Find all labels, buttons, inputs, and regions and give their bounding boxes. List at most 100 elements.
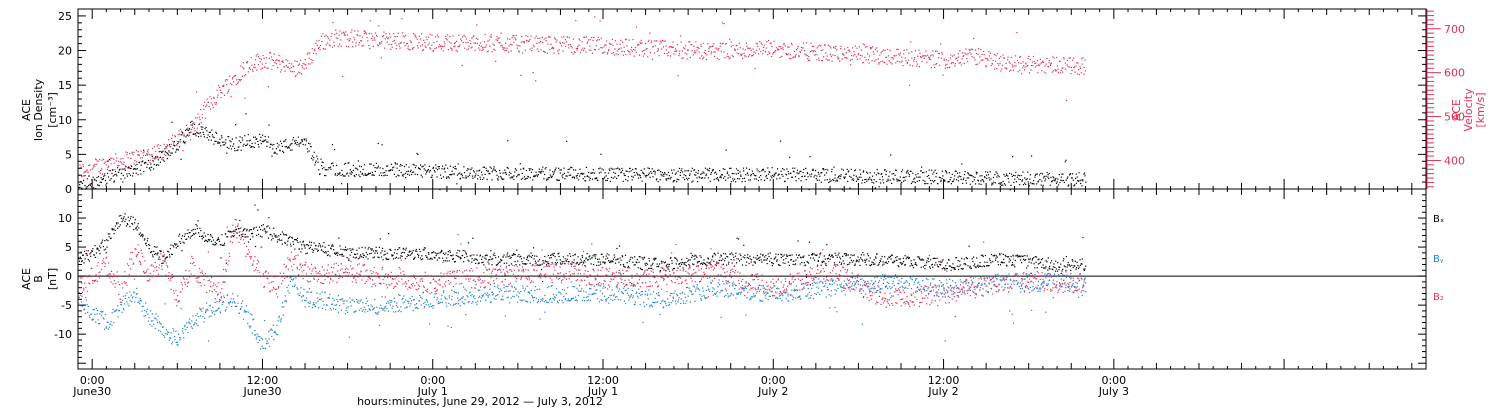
data-point — [265, 62, 267, 64]
data-point — [731, 262, 733, 264]
data-point — [831, 254, 833, 256]
data-point — [675, 257, 677, 259]
data-point — [886, 262, 888, 264]
data-point — [344, 34, 346, 37]
data-point — [734, 178, 736, 180]
data-point — [945, 170, 947, 172]
data-point — [707, 258, 709, 260]
data-point — [1016, 255, 1018, 257]
data-point — [408, 174, 411, 176]
data-point — [680, 35, 682, 37]
data-point — [1043, 61, 1045, 63]
data-point — [393, 39, 395, 41]
data-point — [593, 48, 596, 50]
data-point — [210, 139, 212, 141]
data-point — [264, 66, 266, 68]
data-point — [255, 226, 257, 228]
data-point — [424, 164, 426, 166]
data-point — [332, 245, 334, 247]
data-point — [114, 225, 116, 227]
data-point — [85, 186, 87, 188]
data-point — [756, 168, 758, 170]
data-point — [713, 43, 715, 45]
data-point — [677, 267, 679, 269]
data-point — [328, 44, 330, 46]
data-point — [135, 149, 137, 151]
data-point — [664, 172, 666, 174]
data-point — [771, 177, 773, 179]
data-point — [265, 57, 267, 59]
data-point — [562, 50, 564, 52]
data-point — [352, 46, 354, 48]
data-point — [184, 143, 186, 145]
data-point — [762, 255, 764, 257]
data-point — [594, 16, 596, 18]
data-point — [739, 47, 741, 49]
data-point — [449, 165, 451, 167]
data-point — [954, 175, 956, 177]
data-point — [969, 51, 971, 53]
data-point — [864, 261, 866, 263]
data-point — [867, 172, 869, 174]
data-point — [967, 265, 969, 267]
data-point — [335, 253, 337, 255]
data-point — [705, 264, 707, 266]
data-point — [324, 174, 326, 177]
data-point — [803, 42, 805, 44]
data-point — [417, 47, 419, 49]
data-point — [243, 228, 245, 230]
data-point — [471, 46, 473, 48]
data-point — [142, 152, 144, 154]
data-point — [482, 179, 484, 181]
data-point — [922, 266, 924, 268]
data-point — [596, 40, 598, 42]
data-point — [442, 252, 444, 254]
data-point — [1065, 256, 1067, 258]
data-point — [1065, 159, 1067, 161]
data-point — [456, 252, 458, 254]
data-point — [867, 53, 869, 55]
data-point — [815, 53, 817, 55]
data-point — [785, 52, 787, 54]
data-point — [896, 178, 898, 180]
data-point — [1076, 73, 1079, 75]
data-point — [832, 256, 834, 258]
data-point — [930, 55, 932, 57]
data-point — [796, 49, 798, 51]
data-point — [601, 52, 603, 54]
data-point — [517, 255, 519, 257]
data-point — [1004, 254, 1006, 256]
data-point — [1044, 180, 1046, 182]
data-point — [1002, 54, 1004, 56]
data-point — [880, 52, 882, 54]
data-point — [79, 164, 81, 166]
data-point — [668, 263, 670, 265]
data-point — [724, 168, 726, 170]
data-point — [458, 256, 460, 258]
data-point — [78, 257, 80, 259]
data-point — [924, 183, 926, 185]
data-point — [220, 135, 223, 137]
data-point — [107, 165, 110, 167]
data-point — [1037, 64, 1039, 66]
data-point — [681, 50, 683, 52]
data-point — [794, 167, 796, 169]
data-point — [995, 255, 998, 257]
data-point — [940, 180, 942, 183]
data-point — [612, 44, 614, 46]
data-point — [596, 264, 598, 266]
data-point — [891, 173, 893, 175]
data-point — [985, 65, 988, 68]
data-point — [124, 167, 126, 169]
data-point — [546, 261, 548, 263]
data-point — [508, 51, 510, 53]
data-point — [1049, 64, 1052, 67]
data-point — [456, 183, 458, 185]
data-point — [235, 75, 237, 77]
data-point — [249, 68, 251, 70]
data-point — [797, 240, 799, 242]
data-point — [78, 187, 80, 189]
data-point — [974, 49, 976, 51]
data-point — [543, 178, 545, 180]
data-point — [236, 79, 238, 81]
